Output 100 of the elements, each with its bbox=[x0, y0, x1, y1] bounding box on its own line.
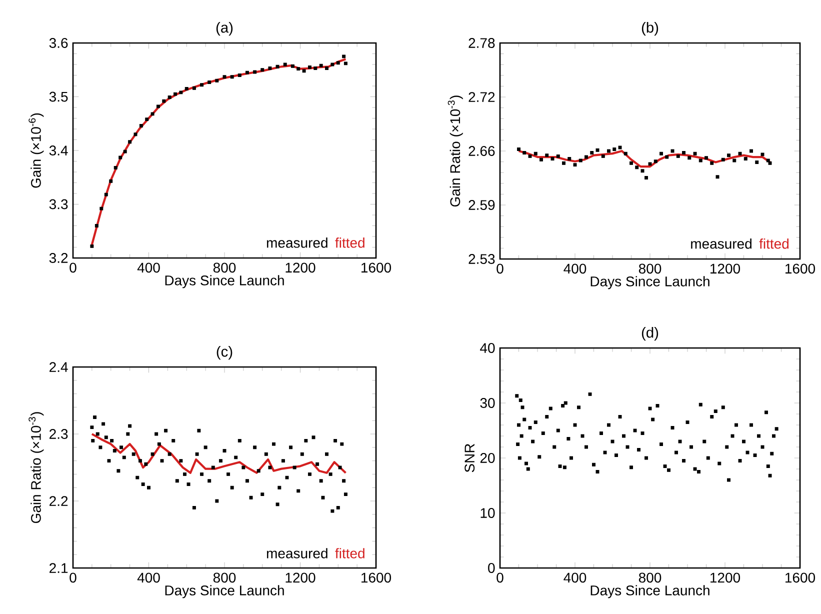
x-tick-label: 1600 bbox=[786, 264, 816, 274]
point bbox=[192, 86, 196, 90]
point bbox=[590, 150, 594, 154]
y-tick-label: 3.3 bbox=[49, 199, 68, 210]
point bbox=[222, 75, 226, 79]
y-tick-label: 3.5 bbox=[49, 92, 68, 102]
x-tick-label: 0 bbox=[70, 262, 76, 273]
point bbox=[766, 158, 770, 162]
point bbox=[253, 70, 257, 74]
x-tick-label: 1600 bbox=[361, 572, 392, 583]
text: fitted bbox=[335, 548, 364, 558]
point bbox=[168, 96, 172, 100]
x-tick-label: 800 bbox=[638, 572, 662, 583]
point bbox=[290, 64, 294, 68]
point bbox=[150, 112, 154, 116]
point bbox=[693, 152, 697, 156]
y-tick-label: 2.59 bbox=[468, 200, 495, 210]
point bbox=[750, 149, 753, 153]
point bbox=[721, 158, 725, 162]
point bbox=[618, 146, 622, 150]
point bbox=[344, 62, 348, 66]
point bbox=[230, 75, 234, 79]
point bbox=[562, 161, 566, 165]
chart-title: (c) bbox=[216, 346, 232, 360]
y-tick-label: 2.72 bbox=[468, 92, 495, 102]
point bbox=[123, 150, 127, 154]
point bbox=[630, 161, 633, 165]
x-tick-label: 800 bbox=[638, 264, 662, 274]
y-tick-label: 3.6 bbox=[49, 38, 68, 48]
y-axis-title: Gain (×10$^{-6}$) bbox=[28, 113, 44, 188]
point bbox=[550, 157, 554, 161]
x-tick-label: 0 bbox=[496, 264, 504, 274]
point bbox=[145, 118, 149, 122]
point bbox=[755, 160, 759, 164]
point bbox=[336, 61, 340, 65]
point bbox=[640, 169, 644, 173]
point bbox=[330, 62, 334, 66]
point bbox=[688, 156, 692, 160]
point bbox=[635, 166, 639, 170]
point bbox=[644, 176, 648, 180]
y-tick-label: 2.1 bbox=[50, 563, 68, 573]
point bbox=[744, 157, 748, 161]
point bbox=[283, 62, 287, 66]
point bbox=[676, 154, 680, 158]
point bbox=[601, 154, 605, 158]
point bbox=[760, 152, 764, 156]
y-tick-label: 2.4 bbox=[50, 362, 68, 372]
x-tick-label: 400 bbox=[137, 572, 160, 583]
point bbox=[710, 161, 714, 165]
point bbox=[732, 158, 736, 162]
y-tick-label: 10 bbox=[480, 508, 495, 518]
point bbox=[100, 206, 104, 210]
x-axis-title: Days Since Launch bbox=[165, 275, 284, 288]
point bbox=[568, 157, 572, 161]
point bbox=[215, 78, 219, 82]
x-tick-label: 800 bbox=[213, 262, 236, 273]
text: measured bbox=[266, 548, 328, 558]
point bbox=[94, 224, 98, 228]
y-tick-label: 40 bbox=[480, 343, 495, 353]
y-tick-label: 0 bbox=[488, 563, 495, 573]
y-tick-label: 2.78 bbox=[468, 38, 495, 48]
point bbox=[174, 92, 177, 96]
point bbox=[517, 148, 520, 152]
point bbox=[698, 158, 702, 162]
point bbox=[104, 192, 108, 196]
y-axis-title: Gain Ratio (×10$^{-3}$) bbox=[448, 96, 463, 207]
point bbox=[545, 154, 549, 158]
x-tick-label: 400 bbox=[564, 264, 586, 274]
line-series bbox=[90, 432, 347, 474]
x-tick-label: 1200 bbox=[710, 264, 740, 274]
point bbox=[342, 54, 346, 58]
y-axis-title: Gain Ratio (×10$^{-3}$) bbox=[28, 412, 44, 524]
point bbox=[534, 152, 538, 156]
x-tick-label: 1600 bbox=[361, 262, 392, 273]
point bbox=[156, 104, 160, 108]
chart-title: (b) bbox=[642, 22, 658, 36]
x-tick-label: 1600 bbox=[786, 572, 816, 583]
point bbox=[738, 152, 742, 156]
point bbox=[302, 69, 306, 73]
x-tick-label: 1200 bbox=[286, 572, 316, 583]
point bbox=[665, 155, 669, 159]
chart-title: (a) bbox=[216, 22, 233, 36]
point bbox=[184, 86, 188, 90]
x-tick-label: 0 bbox=[496, 572, 504, 583]
point bbox=[260, 68, 264, 72]
point bbox=[308, 65, 312, 69]
point bbox=[704, 156, 708, 160]
point bbox=[607, 149, 610, 153]
y-tick-label: 2.66 bbox=[468, 146, 495, 156]
point bbox=[200, 83, 204, 87]
point bbox=[654, 160, 658, 164]
point bbox=[139, 124, 143, 128]
x-tick-label: 0 bbox=[70, 572, 76, 583]
point bbox=[134, 132, 138, 136]
point bbox=[179, 90, 183, 94]
point bbox=[128, 140, 132, 144]
x-axis-title: Days Since Launch bbox=[590, 585, 710, 598]
point bbox=[319, 64, 323, 68]
point bbox=[727, 154, 730, 158]
point bbox=[296, 67, 300, 71]
